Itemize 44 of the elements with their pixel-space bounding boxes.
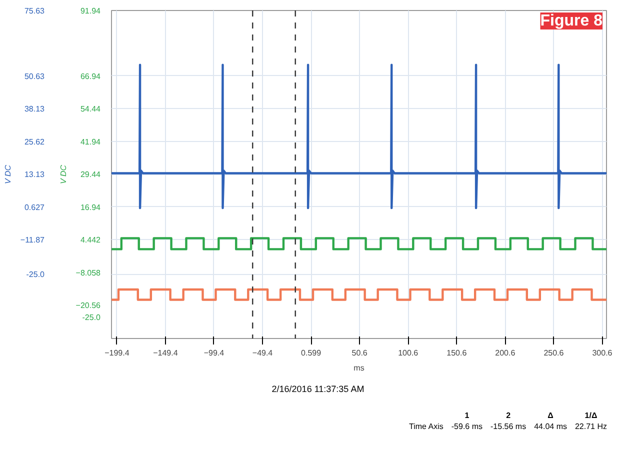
- y2-tick-label: 41.94: [80, 137, 102, 146]
- y-tick-label: -25.0: [26, 270, 46, 280]
- y2-tick-label: −20.56: [76, 301, 102, 310]
- line-series: [112, 64, 606, 210]
- y2-tick-label: 29.44: [80, 170, 102, 180]
- y2-tick-label: -25.0: [82, 312, 102, 322]
- text: 1/Δ: [584, 410, 598, 422]
- x-tick-label: 250.6: [544, 348, 564, 358]
- y-axis-title: V DC: [3, 164, 12, 184]
- text: Time Axis: [408, 421, 444, 433]
- text: 1: [464, 410, 470, 422]
- y2-tick-label: 91.94: [80, 6, 102, 16]
- x-tick-label: −199.4: [104, 348, 130, 358]
- x-axis-title: ms: [354, 364, 364, 372]
- x-tick-label: 0.599: [301, 348, 322, 358]
- y2-tick-label: −8.058: [76, 268, 102, 278]
- x-tick-label: 100.6: [398, 348, 419, 358]
- x-tick-label: −149.4: [153, 348, 178, 358]
- y2-tick-label: 4.442: [80, 236, 102, 245]
- y-tick-label: 25.62: [24, 137, 46, 146]
- text: Δ: [546, 410, 554, 422]
- y2-axis-title: V DC: [58, 164, 68, 184]
- x-tick-label: −99.4: [204, 348, 225, 358]
- x-tick-label: 200.6: [495, 348, 516, 358]
- text: 22.71 Hz: [574, 421, 608, 433]
- text: 2/16/2016 11:37:35 AM: [270, 383, 366, 396]
- x-tick-label: 50.6: [352, 348, 368, 358]
- y-tick-label: −11.87: [20, 236, 46, 245]
- text: -59.6 ms: [450, 421, 484, 433]
- y-tick-label: 38.13: [24, 104, 46, 114]
- y-tick-label: 50.63: [24, 72, 46, 81]
- x-tick-label: 300.6: [592, 348, 613, 358]
- x-tick-label: 150.6: [446, 348, 468, 358]
- text: 2: [505, 410, 512, 422]
- y-tick-label: 13.13: [24, 170, 46, 180]
- y-tick-label: 0.627: [24, 202, 46, 212]
- y2-tick-label: 66.94: [80, 72, 102, 81]
- text: 44.04 ms: [533, 421, 568, 433]
- y2-tick-label: 54.44: [80, 104, 102, 114]
- x-tick-label: −49.4: [252, 348, 274, 358]
- text: -15.56 ms: [490, 421, 528, 433]
- y-tick-label: 75.63: [24, 6, 46, 16]
- annotation: Figure 8: [540, 12, 603, 30]
- y2-tick-label: 16.94: [80, 202, 102, 212]
